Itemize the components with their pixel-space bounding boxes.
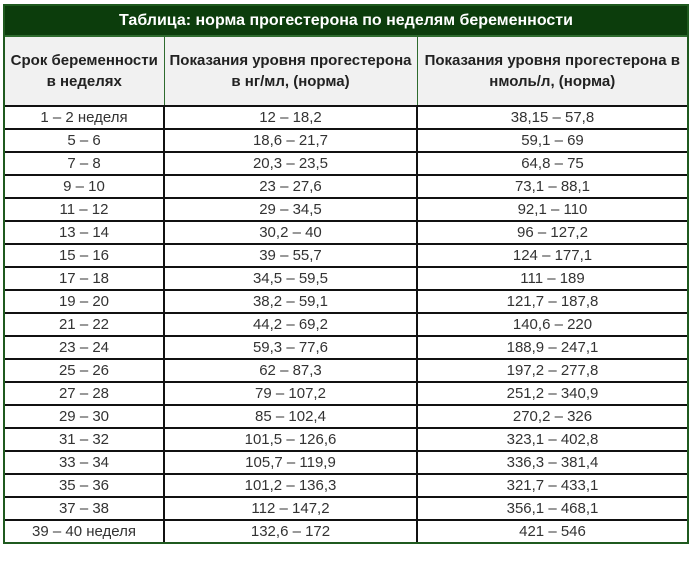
cell-ng-ml: 23 – 27,6 [163,174,418,199]
cell-nmol-l: 421 – 546 [416,519,687,542]
cell-nmol-l: 124 – 177,1 [416,243,687,268]
cell-ng-ml: 79 – 107,2 [163,381,418,406]
cell-week: 27 – 28 [5,381,165,406]
table-row: 35 – 36 101,2 – 136,3 321,7 – 433,1 [5,473,687,498]
progesterone-table: Срок беременности в неделях Показания ур… [5,37,687,542]
cell-week: 39 – 40 неделя [5,519,165,542]
cell-ng-ml: 20,3 – 23,5 [163,151,418,176]
cell-nmol-l: 336,3 – 381,4 [416,450,687,475]
cell-week: 13 – 14 [5,220,165,245]
cell-nmol-l: 270,2 – 326 [416,404,687,429]
table-row: 21 – 22 44,2 – 69,2 140,6 – 220 [5,312,687,337]
cell-nmol-l: 64,8 – 75 [416,151,687,176]
cell-nmol-l: 59,1 – 69 [416,128,687,153]
cell-nmol-l: 188,9 – 247,1 [416,335,687,360]
cell-ng-ml: 29 – 34,5 [163,197,418,222]
cell-week: 37 – 38 [5,496,165,521]
cell-week: 5 – 6 [5,128,165,153]
header-nmol-l: Показания уровня прогестерона в нмоль/л,… [416,37,687,107]
cell-ng-ml: 30,2 – 40 [163,220,418,245]
cell-ng-ml: 62 – 87,3 [163,358,418,383]
cell-week: 35 – 36 [5,473,165,498]
cell-nmol-l: 251,2 – 340,9 [416,381,687,406]
cell-nmol-l: 140,6 – 220 [416,312,687,337]
cell-week: 17 – 18 [5,266,165,291]
cell-week: 31 – 32 [5,427,165,452]
cell-ng-ml: 101,5 – 126,6 [163,427,418,452]
table-row: 33 – 34 105,7 – 119,9 336,3 – 381,4 [5,450,687,475]
cell-nmol-l: 356,1 – 468,1 [416,496,687,521]
header-ng-ml: Показания уровня прогестерона в нг/мл, (… [163,37,418,107]
table-row: 17 – 18 34,5 – 59,5 111 – 189 [5,266,687,291]
cell-nmol-l: 38,15 – 57,8 [416,105,687,130]
table-row: 27 – 28 79 – 107,2 251,2 – 340,9 [5,381,687,406]
cell-nmol-l: 96 – 127,2 [416,220,687,245]
cell-nmol-l: 197,2 – 277,8 [416,358,687,383]
cell-week: 23 – 24 [5,335,165,360]
cell-nmol-l: 111 – 189 [416,266,687,291]
table-row: 25 – 26 62 – 87,3 197,2 – 277,8 [5,358,687,383]
cell-ng-ml: 112 – 147,2 [163,496,418,521]
cell-week: 33 – 34 [5,450,165,475]
header-row: Срок беременности в неделях Показания ур… [5,37,687,107]
cell-ng-ml: 12 – 18,2 [163,105,418,130]
table-row: 39 – 40 неделя 132,6 – 172 421 – 546 [5,519,687,542]
cell-nmol-l: 321,7 – 433,1 [416,473,687,498]
progesterone-table-container: Таблица: норма прогестерона по неделям б… [3,4,689,544]
cell-ng-ml: 101,2 – 136,3 [163,473,418,498]
cell-week: 9 – 10 [5,174,165,199]
table-row: 15 – 16 39 – 55,7 124 – 177,1 [5,243,687,268]
cell-week: 25 – 26 [5,358,165,383]
cell-week: 7 – 8 [5,151,165,176]
table-row: 37 – 38 112 – 147,2 356,1 – 468,1 [5,496,687,521]
cell-nmol-l: 323,1 – 402,8 [416,427,687,452]
table-row: 1 – 2 неделя 12 – 18,2 38,15 – 57,8 [5,105,687,130]
cell-week: 21 – 22 [5,312,165,337]
cell-week: 29 – 30 [5,404,165,429]
cell-ng-ml: 34,5 – 59,5 [163,266,418,291]
cell-ng-ml: 38,2 – 59,1 [163,289,418,314]
table-row: 23 – 24 59,3 – 77,6 188,9 – 247,1 [5,335,687,360]
table-row: 29 – 30 85 – 102,4 270,2 – 326 [5,404,687,429]
cell-week: 19 – 20 [5,289,165,314]
cell-nmol-l: 121,7 – 187,8 [416,289,687,314]
table-row: 7 – 8 20,3 – 23,5 64,8 – 75 [5,151,687,176]
cell-nmol-l: 92,1 – 110 [416,197,687,222]
cell-ng-ml: 59,3 – 77,6 [163,335,418,360]
cell-ng-ml: 132,6 – 172 [163,519,418,542]
table-row: 5 – 6 18,6 – 21,7 59,1 – 69 [5,128,687,153]
table-body: 1 – 2 неделя 12 – 18,2 38,15 – 57,8 5 – 6 18… [5,105,687,542]
table-row: 19 – 20 38,2 – 59,1 121,7 – 187,8 [5,289,687,314]
table-row: 9 – 10 23 – 27,6 73,1 – 88,1 [5,174,687,199]
cell-week: 1 – 2 неделя [5,105,165,130]
cell-week: 11 – 12 [5,197,165,222]
cell-ng-ml: 105,7 – 119,9 [163,450,418,475]
cell-week: 15 – 16 [5,243,165,268]
cell-ng-ml: 85 – 102,4 [163,404,418,429]
table-row: 13 – 14 30,2 – 40 96 – 127,2 [5,220,687,245]
cell-ng-ml: 18,6 – 21,7 [163,128,418,153]
cell-ng-ml: 44,2 – 69,2 [163,312,418,337]
table-row: 11 – 12 29 – 34,5 92,1 – 110 [5,197,687,222]
header-week: Срок беременности в неделях [5,37,165,107]
table-title: Таблица: норма прогестерона по неделям б… [5,6,687,37]
table-row: 31 – 32 101,5 – 126,6 323,1 – 402,8 [5,427,687,452]
cell-ng-ml: 39 – 55,7 [163,243,418,268]
cell-nmol-l: 73,1 – 88,1 [416,174,687,199]
